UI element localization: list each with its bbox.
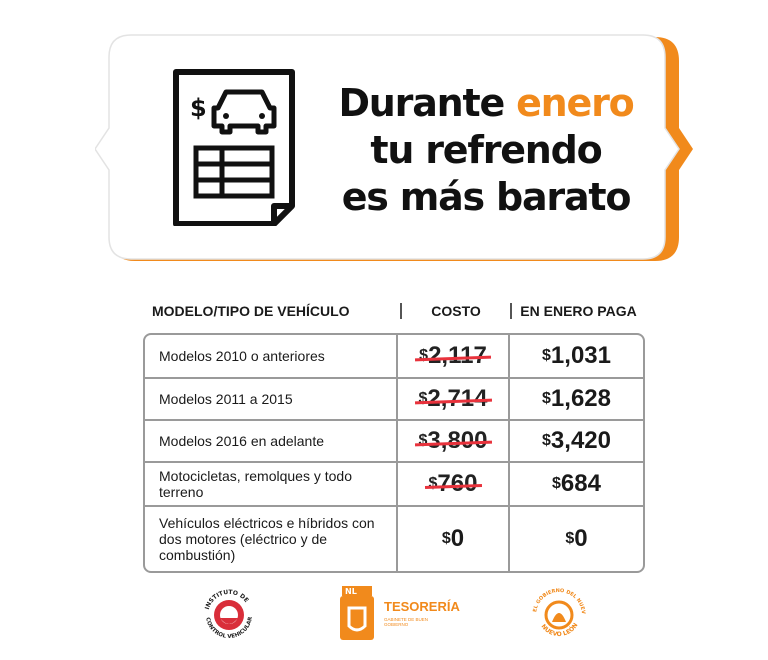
currency-symbol: $ — [428, 475, 438, 492]
january-price: $0 — [510, 507, 643, 571]
pay-value: 0 — [574, 525, 588, 552]
invoice-car-icon: $ — [173, 69, 295, 226]
vehicle-model: Modelos 2016 en adelante — [145, 421, 398, 461]
cost-value: 3,800 — [427, 427, 488, 454]
header-cost: COSTO — [400, 302, 512, 319]
january-price: $3,420 — [510, 421, 643, 461]
pay-value: 3,420 — [550, 427, 611, 454]
table-row: Modelos 2010 o anteriores $2,117 $1,031 — [145, 335, 643, 377]
vehicle-model: Modelos 2011 a 2015 — [145, 379, 398, 419]
cost-value: 2,714 — [427, 385, 488, 412]
headline: Durante enero tu refrendo es más barato — [326, 80, 646, 221]
currency-symbol: $ — [441, 530, 451, 547]
header-model: MODELO/TIPO DE VEHÍCULO — [152, 302, 350, 319]
icv-logo: INSTITUTO DE CONTROL VEHICULAR — [204, 589, 254, 640]
table-row: Vehículos eléctricos e híbridos con dos … — [145, 505, 643, 571]
cost-value: 760 — [437, 470, 478, 497]
currency-symbol: $ — [552, 475, 561, 492]
currency-symbol: $ — [542, 432, 551, 449]
headline-highlight: enero — [516, 81, 635, 125]
table-row: Modelos 2016 en adelante $3,800 $3,420 — [145, 419, 643, 461]
currency-symbol: $ — [542, 390, 551, 407]
pay-value: 1,628 — [550, 385, 611, 412]
tesoreria-subtitle: GABINETE DE BUEN GOBIERNO — [384, 617, 429, 627]
tesoreria-logo: NL TESORERÍA GABINETE DE BUEN GOBIERNO — [336, 584, 466, 644]
table-row: Modelos 2011 a 2015 $2,714 $1,628 — [145, 377, 643, 419]
january-price: $1,628 — [510, 379, 643, 419]
january-price: $1,031 — [510, 335, 643, 377]
regular-cost: $2,117 — [398, 335, 510, 377]
nuevo-leon-logo: EL GOBIERNO DEL NUEVO NUEVO LEÓN — [528, 584, 586, 638]
vehicle-model: Motocicletas, remolques y todo terreno — [145, 463, 398, 505]
pay-value: 1,031 — [550, 342, 611, 369]
svg-text:EL GOBIERNO DEL NUEVO: EL GOBIERNO DEL NUEVO — [528, 584, 586, 615]
vehicle-model: Vehículos eléctricos e híbridos con dos … — [145, 507, 398, 571]
table-header: MODELO/TIPO DE VEHÍCULO COSTO EN ENERO P… — [143, 292, 645, 329]
january-price: $684 — [510, 463, 643, 505]
headline-line1: Durante — [338, 81, 517, 125]
price-table: MODELO/TIPO DE VEHÍCULO COSTO EN ENERO P… — [143, 292, 645, 573]
cost-value: 2,117 — [428, 342, 487, 369]
tesoreria-badge-icon: NL — [340, 586, 374, 640]
currency-symbol: $ — [419, 347, 429, 364]
vehicle-model: Modelos 2010 o anteriores — [145, 335, 398, 377]
footer-logos: INSTITUTO DE CONTROL VEHICULAR NL TESORE… — [0, 580, 768, 660]
currency-symbol: $ — [565, 530, 575, 547]
svg-text:NUEVO LEÓN: NUEVO LEÓN — [540, 622, 580, 638]
table-body: Modelos 2010 o anteriores $2,117 $1,031 Mod… — [143, 333, 645, 573]
svg-text:$: $ — [190, 94, 207, 122]
regular-cost: $760 — [398, 463, 510, 505]
headline-line3: es más barato — [341, 175, 632, 219]
regular-cost: $3,800 — [398, 421, 510, 461]
tesoreria-title: TESORERÍA — [384, 599, 460, 614]
currency-symbol: $ — [418, 390, 428, 407]
cost-value: 0 — [450, 525, 465, 552]
pay-value: 684 — [560, 470, 601, 497]
currency-symbol: $ — [542, 347, 551, 364]
headline-line2: tu refrendo — [370, 128, 602, 172]
header-pay: EN ENERO PAGA — [520, 302, 637, 319]
svg-text:NL: NL — [345, 587, 357, 596]
currency-symbol: $ — [418, 432, 428, 449]
regular-cost: $2,714 — [398, 379, 510, 419]
table-row: Motocicletas, remolques y todo terreno $7… — [145, 461, 643, 505]
regular-cost: $0 — [398, 507, 510, 571]
